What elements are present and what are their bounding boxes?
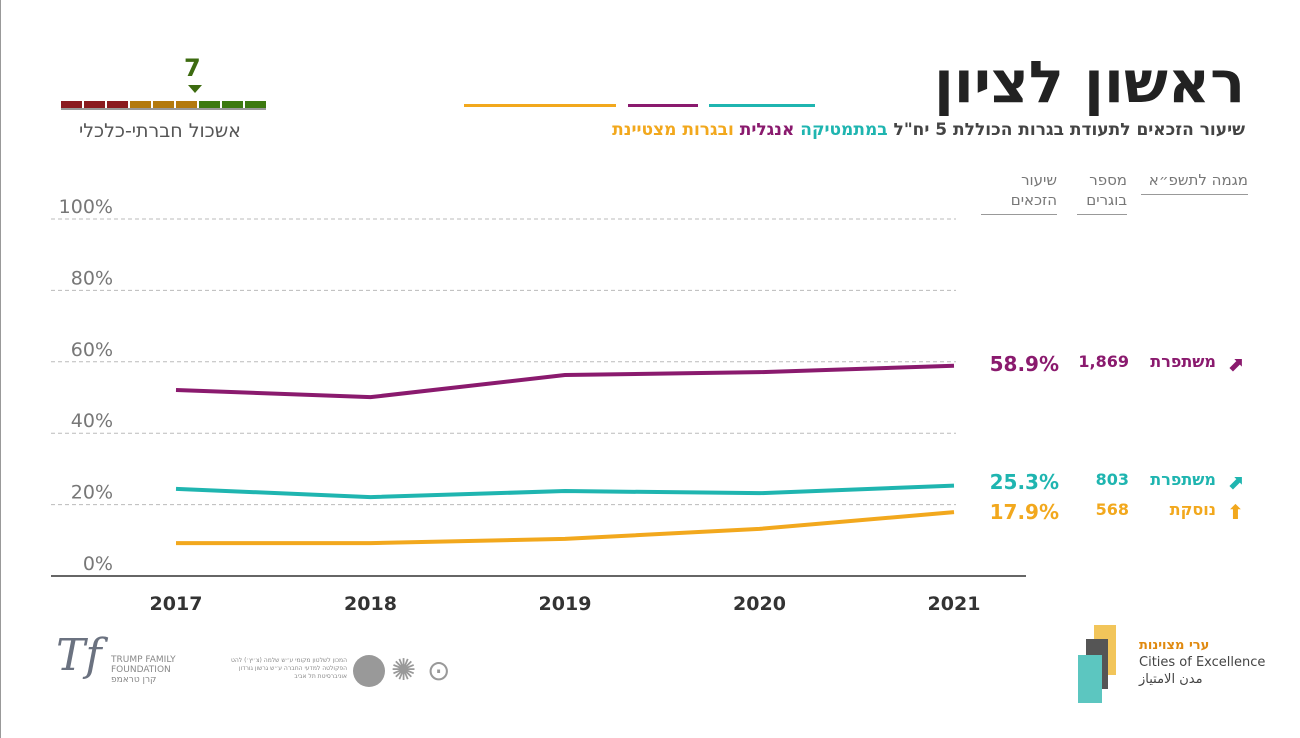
arrow-up-icon: ⬆ xyxy=(1227,500,1244,524)
institute-text: המכון לשלטון מקומי ע״ש שלמה (צ׳יץ׳) להט … xyxy=(199,657,347,681)
graduates-count: 803 xyxy=(1095,470,1129,489)
cities-of-excellence-text: ערי מצוינות Cities of Excellence مدن الا… xyxy=(1139,637,1265,688)
graduates-count: 568 xyxy=(1095,500,1129,519)
y-tick-label: 80% xyxy=(71,267,113,289)
logo-line: קרן טראמפ xyxy=(111,675,157,685)
legend-bar-english xyxy=(628,104,698,107)
trump-foundation-logo: Tf xyxy=(56,630,102,681)
subtitle-part: במתמטיקה xyxy=(800,120,888,140)
legend-bar-excellence xyxy=(464,104,616,107)
header-trend: מגמה לתשפ״א xyxy=(1141,170,1248,195)
cluster-segment xyxy=(176,101,197,108)
y-tick-label: 40% xyxy=(71,410,113,432)
cluster-segment xyxy=(107,101,128,108)
cluster-segment xyxy=(153,101,174,108)
logo-line: אוניברסיטת תל אביב xyxy=(294,673,347,680)
y-tick-label: 20% xyxy=(71,482,113,504)
header-rate: שיעור הזכאים xyxy=(981,170,1057,215)
cluster-segment xyxy=(199,101,220,108)
x-tick-label: 2021 xyxy=(928,593,981,615)
trend-label: משתפרת xyxy=(1150,352,1216,371)
subtitle-part: אנגלית xyxy=(739,120,795,140)
university-logo-icon xyxy=(353,655,385,687)
y-tick-label: 60% xyxy=(71,339,113,361)
trend-label: משתפרת xyxy=(1150,470,1216,489)
rate-value: 17.9% xyxy=(989,500,1059,524)
trend-label: נוסקת xyxy=(1169,500,1216,519)
line-chart: 0% 20% 40% 60% 80% 100% 2017 2018 2019 2020 2021 xyxy=(51,196,1026,615)
logo-line: FOUNDATION xyxy=(111,665,171,675)
cities-of-excellence-logo-icon xyxy=(1078,625,1116,703)
legend-bar-math xyxy=(709,104,815,107)
cluster-segment xyxy=(245,101,266,108)
graduates-count: 1,869 xyxy=(1078,352,1129,371)
cluster-pointer-icon xyxy=(188,85,202,93)
y-tick-label: 0% xyxy=(83,553,113,575)
subtitle-part: ובגרות מצטיינת xyxy=(612,120,734,140)
x-tick-label: 2017 xyxy=(150,593,203,615)
y-tick-label: 100% xyxy=(59,196,113,218)
arrow-up-right-icon: ⬈ xyxy=(1227,470,1244,494)
subtitle-part: שיעור הזכאים לתעודת בגרות הכוללת 5 יח"ל xyxy=(887,120,1245,140)
logo-line: ערי מצוינות xyxy=(1139,638,1210,653)
header-graduates: מספר בוגרים xyxy=(1077,170,1127,215)
cluster-segment xyxy=(222,101,243,108)
x-tick-label: 2018 xyxy=(344,593,397,615)
logo-line: TRUMP FAMILY xyxy=(111,655,176,665)
rate-value: 58.9% xyxy=(989,352,1059,376)
rate-value: 25.3% xyxy=(989,470,1059,494)
cluster-value: 7 xyxy=(184,54,201,82)
cluster-scale xyxy=(61,101,266,110)
series-line xyxy=(176,510,955,546)
arrow-up-right-icon: ⬈ xyxy=(1227,352,1244,376)
cluster-segment xyxy=(130,101,151,108)
gear-logo-icon: ✺ xyxy=(391,653,417,688)
x-tick-label: 2019 xyxy=(539,593,592,615)
cluster-segment xyxy=(84,101,105,108)
cluster-label: אשכול חברתי-כלכלי xyxy=(79,120,241,142)
logo-line: המכון לשלטון מקומי ע״ש שלמה (צ׳יץ׳) להט xyxy=(230,657,347,664)
cluster-segment xyxy=(61,101,82,108)
series-line xyxy=(175,483,955,500)
series-line xyxy=(175,363,955,400)
x-tick-label: 2020 xyxy=(733,593,786,615)
page-title: ראשון לציון xyxy=(934,48,1245,116)
sun-logo-icon: ⊙ xyxy=(427,654,451,687)
trump-foundation-text: TRUMP FAMILY FOUNDATION קרן טראמפ xyxy=(111,655,176,685)
logo-line: הפקולטה למדעי החברה ע״ש גרשון גורדון xyxy=(238,665,347,672)
logo-line: مدن الامتياز xyxy=(1139,672,1203,687)
subtitle: שיעור הזכאים לתעודת בגרות הכוללת 5 יח"ל … xyxy=(612,120,1245,140)
logo-line: Cities of Excellence xyxy=(1139,655,1266,670)
